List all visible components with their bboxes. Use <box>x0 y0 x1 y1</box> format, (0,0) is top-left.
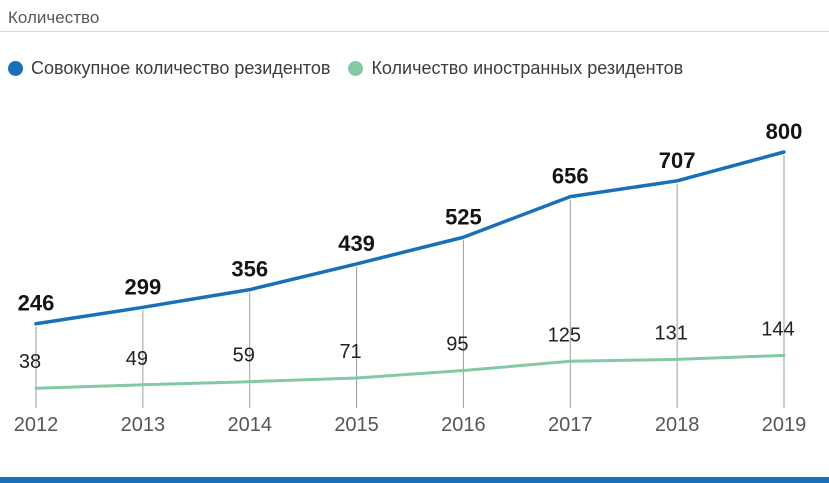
value-label-foreign: 38 <box>19 351 41 373</box>
legend-item-total-residents: Совокупное количество резидентов <box>8 58 330 79</box>
value-label-foreign: 59 <box>233 345 255 367</box>
value-label-total: 525 <box>445 204 482 229</box>
x-axis-label: 2017 <box>548 414 593 436</box>
series-line-total-residents <box>34 150 786 326</box>
chart-legend: Совокупное количество резидентов Количес… <box>8 58 701 79</box>
value-label-foreign: 71 <box>339 341 361 363</box>
chart-title: Количество <box>8 8 100 27</box>
title-divider <box>0 31 829 32</box>
value-label-foreign: 144 <box>761 318 794 340</box>
value-label-foreign: 95 <box>446 334 468 356</box>
series-line-foreign-residents <box>34 353 786 390</box>
value-label-foreign: 131 <box>654 322 687 344</box>
value-label-foreign: 49 <box>126 348 148 370</box>
x-axis-label: 2016 <box>441 414 486 436</box>
x-axis-label: 2018 <box>655 414 700 436</box>
value-label-total: 246 <box>18 291 55 316</box>
value-label-total: 439 <box>338 231 375 256</box>
value-label-total: 656 <box>552 164 589 189</box>
value-label-total: 800 <box>766 119 803 144</box>
legend-label-foreign-residents: Количество иностранных резидентов <box>371 58 684 78</box>
x-axis-label: 2013 <box>121 414 166 436</box>
legend-dot-blue-icon <box>8 61 23 76</box>
legend-label-total-residents: Совокупное количество резидентов <box>31 58 331 78</box>
x-axis-label: 2019 <box>762 414 807 436</box>
x-axis-label: 2015 <box>334 414 379 436</box>
bottom-accent-bar <box>0 477 829 483</box>
x-axis-label: 2012 <box>14 414 59 436</box>
value-label-total: 299 <box>124 274 161 299</box>
legend-dot-green-icon <box>348 61 364 76</box>
value-label-foreign: 125 <box>548 324 581 346</box>
legend-item-foreign-residents: Количество иностранных резидентов <box>348 58 683 79</box>
value-label-total: 356 <box>231 257 268 282</box>
value-label-total: 707 <box>659 148 696 173</box>
x-axis-label: 2014 <box>227 414 272 436</box>
